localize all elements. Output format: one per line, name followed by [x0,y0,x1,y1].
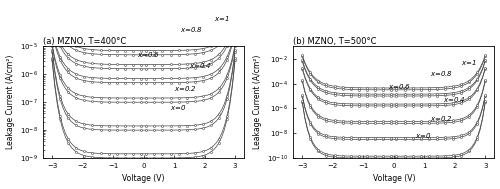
Text: $x$=0.6: $x$=0.6 [388,82,410,91]
Text: (b) MZNO, T=500°C: (b) MZNO, T=500°C [293,37,376,46]
Text: $x$=0.2: $x$=0.2 [174,84,197,93]
Text: $x$=0.4: $x$=0.4 [190,61,212,70]
Text: $x$=0.2: $x$=0.2 [430,114,453,123]
Text: $x$=0.4: $x$=0.4 [442,95,466,104]
Text: $x$=1: $x$=1 [214,14,230,23]
Text: $x$=0.8: $x$=0.8 [430,69,454,78]
Text: $x$=0: $x$=0 [170,103,186,112]
Text: (a) MZNO, T=400°C: (a) MZNO, T=400°C [43,37,126,46]
X-axis label: Voltage (V): Voltage (V) [122,174,165,184]
X-axis label: Voltage (V): Voltage (V) [372,174,415,184]
Text: $x$=1: $x$=1 [461,58,476,67]
Text: $x$=0: $x$=0 [415,131,432,140]
Text: $x$=0.6: $x$=0.6 [138,50,160,59]
Y-axis label: Leakage Current (A/cm²): Leakage Current (A/cm²) [6,55,15,149]
Y-axis label: Leakage Current (A/cm²): Leakage Current (A/cm²) [252,55,262,149]
Text: $x$=0.8: $x$=0.8 [180,25,203,34]
